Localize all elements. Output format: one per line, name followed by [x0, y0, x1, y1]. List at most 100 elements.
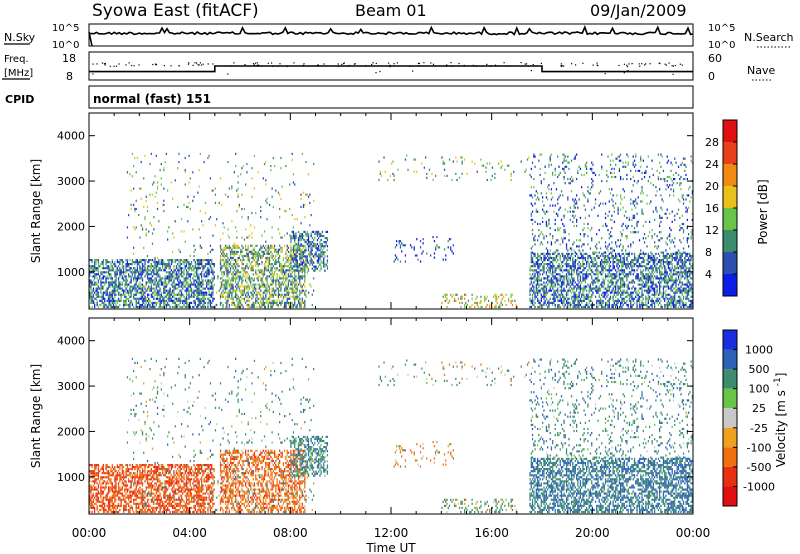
power-echo-cell	[163, 203, 165, 206]
power-echo-cell	[547, 277, 549, 280]
power-echo-cell	[135, 261, 137, 264]
power-echo-cell	[148, 297, 150, 300]
power-echo-cell	[125, 301, 127, 304]
power-echo-cell	[291, 248, 293, 251]
power-echo-cell	[607, 269, 609, 272]
power-echo-cell	[603, 256, 605, 260]
power-echo-cell	[295, 259, 297, 262]
power-echo-cell	[155, 154, 157, 157]
power-echo-cell	[570, 252, 573, 255]
power-echo-cell	[604, 287, 607, 290]
power-echo-cell	[568, 277, 570, 280]
power-echo-cell	[209, 303, 212, 307]
power-echo-cell	[144, 267, 146, 270]
power-echo-cell	[592, 303, 594, 307]
power-echo-cell	[538, 299, 540, 302]
power-echo-cell	[538, 277, 540, 280]
power-echo-cell	[300, 285, 302, 288]
power-echo-cell	[604, 254, 607, 258]
power-echo-cell	[94, 269, 96, 272]
power-echo-cell	[102, 265, 105, 268]
power-echo-cell	[180, 269, 183, 272]
power-echo-cell	[92, 283, 95, 286]
nave-dot	[196, 62, 198, 64]
power-echo-cell	[160, 293, 162, 296]
power-echo-cell	[622, 263, 624, 266]
power-echo-cell	[154, 289, 156, 292]
power-echo-cell	[223, 285, 225, 288]
power-echo-cell	[139, 265, 141, 268]
power-echo-cell	[560, 252, 563, 255]
power-echo-cell	[552, 271, 554, 274]
power-echo-cell	[226, 281, 228, 284]
power-echo-cell	[197, 263, 199, 266]
power-echo-cell	[235, 226, 237, 229]
power-echo-cell	[180, 281, 183, 284]
power-echo-cell	[134, 283, 136, 286]
power-echo-cell	[297, 249, 300, 252]
power-echo-cell	[235, 291, 237, 294]
power-echo-cell	[542, 269, 544, 272]
power-echo-cell	[175, 259, 178, 262]
power-echo-cell	[136, 263, 139, 266]
power-echo-cell	[557, 287, 559, 290]
power-echo-cell	[160, 305, 162, 309]
power-echo-cell	[247, 273, 249, 276]
power-echo-cell	[310, 243, 312, 246]
power-echo-cell	[164, 275, 166, 278]
nave-dot	[115, 65, 118, 67]
power-echo-cell	[189, 273, 191, 276]
power-echo-cell	[256, 295, 258, 298]
power-echo-cell	[136, 259, 139, 262]
power-echo-cell	[245, 285, 247, 288]
power-echo-cell	[623, 263, 626, 266]
power-echo-cell	[633, 271, 636, 274]
power-echo-cell	[609, 285, 612, 288]
power-echo-cell	[104, 291, 106, 294]
power-echo-cell	[158, 283, 160, 286]
power-echo-cell	[553, 259, 555, 262]
power-echo-cell	[582, 275, 584, 278]
power-echo-cell	[281, 185, 283, 188]
power-echo-cell	[149, 289, 151, 292]
power-echo-cell	[552, 256, 554, 260]
nave-dot	[644, 64, 646, 66]
power-echo-cell	[582, 305, 584, 309]
power-echo-cell	[208, 269, 210, 272]
power-echo-cell	[170, 297, 173, 300]
nave-dot	[317, 64, 319, 66]
power-echo-cell	[252, 248, 254, 251]
power-echo-cell	[178, 297, 180, 300]
power-echo-cell	[601, 263, 603, 266]
power-echo-cell	[537, 263, 539, 266]
power-echo-cell	[248, 277, 251, 280]
power-echo-cell	[119, 273, 121, 276]
power-echo-cell	[597, 269, 599, 272]
power-echo-cell	[270, 250, 272, 253]
power-echo-cell	[563, 279, 565, 282]
power-echo-cell	[304, 275, 306, 278]
power-echo-cell	[277, 293, 280, 296]
power-echo-cell	[637, 279, 639, 282]
power-echo-cell	[282, 259, 285, 262]
power-echo-cell	[295, 287, 297, 290]
power-echo-cell	[583, 263, 585, 266]
power-echo-cell	[304, 285, 306, 288]
power-echo-cell	[260, 244, 262, 247]
power-echo-cell	[302, 265, 305, 268]
power-echo-cell	[238, 305, 240, 309]
power-echo-cell	[539, 305, 541, 309]
power-echo-cell	[159, 295, 161, 298]
power-echo-cell	[579, 252, 582, 255]
power-echo-cell	[530, 259, 532, 262]
power-echo-cell	[170, 283, 173, 286]
power-echo-cell	[232, 244, 234, 247]
power-echo-cell	[314, 253, 316, 256]
power-echo-cell	[638, 303, 641, 307]
power-echo-cell	[228, 271, 230, 274]
power-echo-cell	[393, 260, 395, 263]
power-echo-cell	[323, 261, 325, 264]
power-echo-cell	[183, 299, 185, 302]
power-echo-cell	[237, 265, 239, 268]
power-echo-cell	[201, 301, 203, 304]
